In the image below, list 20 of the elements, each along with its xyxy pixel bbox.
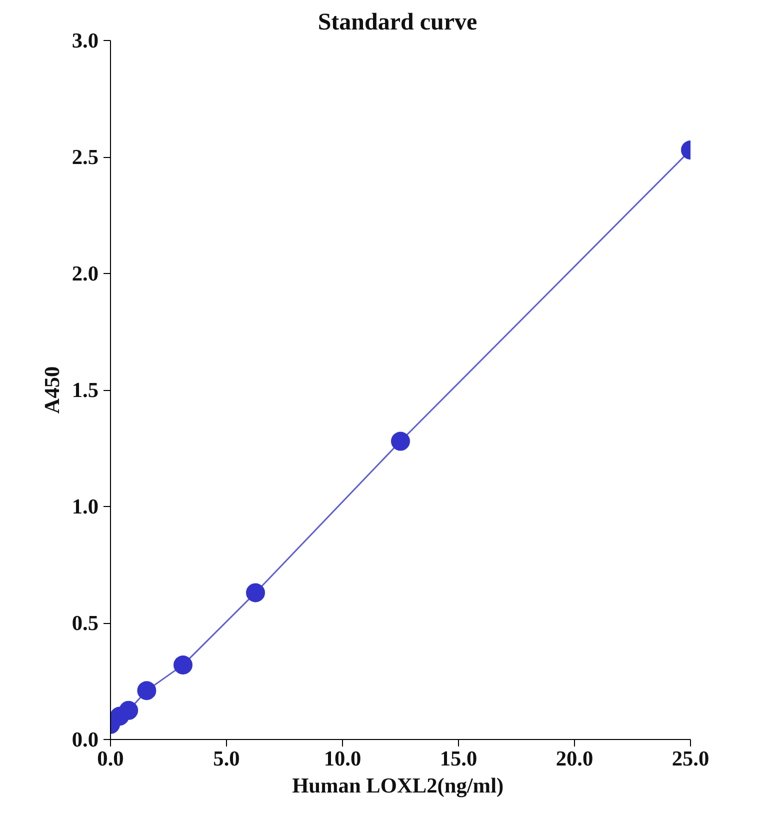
x-tick-label: 25.0 [672,746,710,770]
x-axis-title: Human LOXL2(ng/ml) [292,774,504,798]
y-tick-label: 2.5 [72,145,99,169]
y-tick-label: 2.0 [72,262,99,286]
chart-title: Standard curve [318,10,478,36]
x-tick-label: 20.0 [556,746,594,770]
y-tick-label: 1.5 [72,378,99,402]
y-tick-label: 0.5 [72,611,99,635]
y-axis-title: A450 [40,366,64,414]
y-tick-label: 1.0 [72,494,99,518]
x-tick-label: 0.0 [97,746,124,770]
x-tick-label: 10.0 [324,746,362,770]
point [174,655,192,674]
point [137,681,156,700]
y-tick-label: 0.0 [72,728,99,752]
point [246,583,265,602]
x-tick-label: 15.0 [440,746,478,770]
point [119,700,138,720]
y-tick-label: 3.0 [72,28,99,52]
x-tick-label: 5.0 [213,746,240,770]
